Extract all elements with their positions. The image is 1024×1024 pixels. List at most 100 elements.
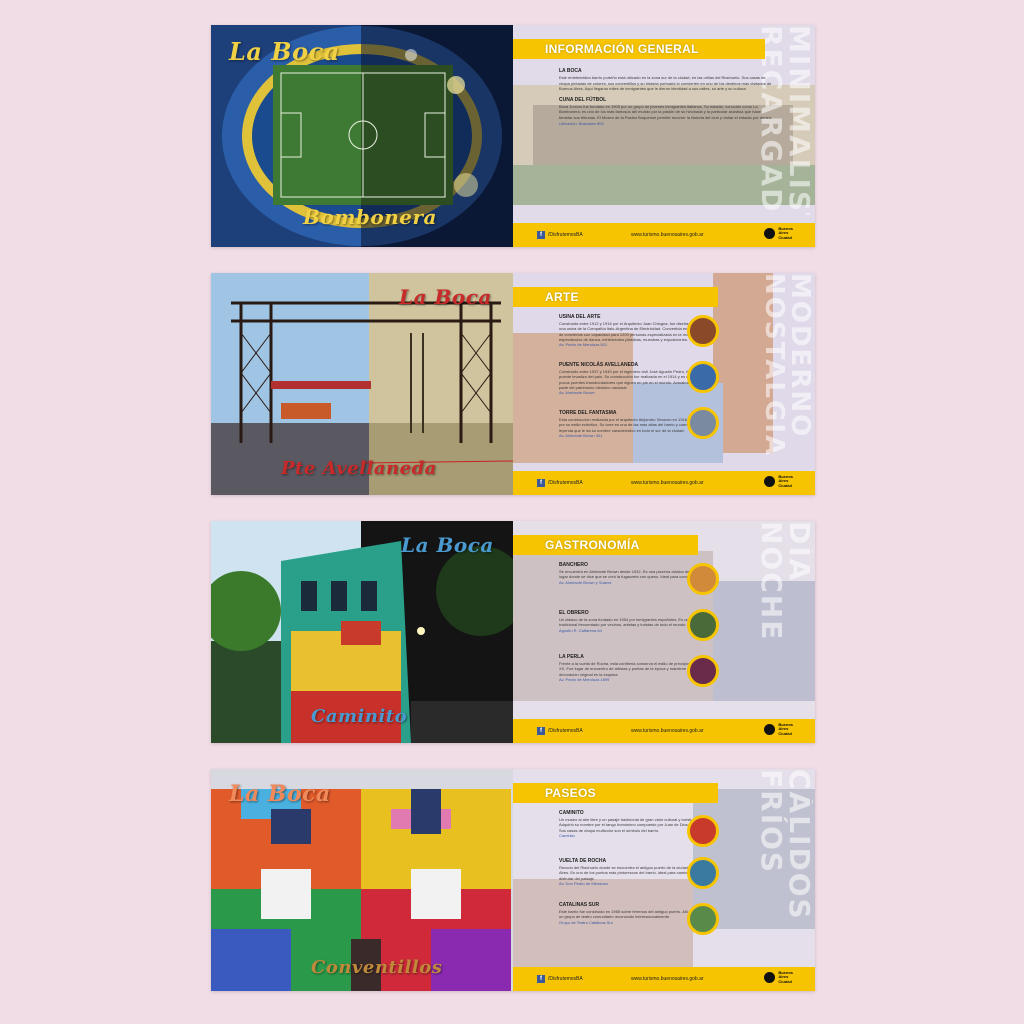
website-link[interactable]: www.turismo.buenosaires.gob.ar [631, 232, 704, 238]
facebook-link[interactable]: f/DisfrutemosBA [537, 727, 583, 735]
entry-heading: CAMINITO [559, 810, 584, 816]
entry-text: Un museo al aire libre y un pasaje tradi… [559, 817, 705, 833]
logo-line: Buenos [778, 474, 793, 479]
buenos-aires-logo: Buenos Aires Ciudad [764, 722, 793, 736]
website-link[interactable]: www.turismo.buenosaires.gob.ar [631, 976, 704, 982]
facebook-icon: f [537, 231, 545, 239]
logo-line: Aires [778, 974, 789, 980]
website-link[interactable]: www.turismo.buenosaires.gob.ar [631, 728, 704, 734]
logo-line: Aires [778, 478, 789, 484]
entry-link[interactable]: Agustín R. Caffarena 64 [559, 627, 602, 633]
entry-link[interactable]: Av. Almirante Brown [559, 390, 595, 396]
ba-logo-icon [764, 724, 776, 736]
entry-heading: EL OBRERO [559, 610, 589, 616]
entry-link[interactable]: Av. Don Pedro de Mendoza [559, 880, 608, 886]
card-gastronomia: La Boca Caminito DÍA NOCHE GASTRONOMÍA B… [211, 521, 815, 743]
logo-line: Buenos [778, 722, 793, 727]
stadium-illustration [211, 25, 513, 247]
buenos-aires-logo: Buenos Aires Ciudad [764, 226, 793, 240]
footer-bar: f/DisfrutemosBA www.turismo.buenosaires.… [513, 223, 815, 247]
stadium-photo: La Boca Bombonera [211, 25, 513, 247]
logo-line: Ciudad [778, 978, 792, 984]
puente-thumbnail [687, 361, 719, 393]
caminito-illustration [211, 521, 513, 743]
ba-logo-icon [764, 476, 776, 488]
entry-link[interactable]: Av. Almirante Brown y Suárez [559, 579, 612, 585]
torre-thumbnail [687, 407, 719, 439]
entry: CATALINAS SUR Este barrio fue construido… [559, 902, 709, 925]
info-panel: MINIMALISTA RECARGADO INFORMACIÓN GENERA… [513, 25, 815, 247]
banchero-thumbnail [687, 563, 719, 595]
section-title: PASEOS [513, 783, 718, 803]
market-background [513, 521, 815, 743]
street-background [513, 273, 815, 495]
entry-text: Este barrio fue construido en 1965 sobre… [559, 909, 704, 920]
buenos-aires-logo: Buenos Aires Ciudad [764, 970, 793, 984]
photo-title-bottom: Caminito [311, 706, 408, 727]
facebook-icon: f [537, 479, 545, 487]
entry-text: Un clásico de la zona fundado en 1954 po… [559, 617, 706, 628]
section-title: INFORMACIÓN GENERAL [513, 39, 765, 59]
caminito-thumbnail [687, 815, 719, 847]
entry-heading: BANCHERO [559, 562, 588, 568]
card-arte: La Boca Pte Avellaneda MODERNO NOSTALGIA… [211, 273, 815, 495]
photo-title-top: La Boca [399, 285, 492, 309]
entry-text: Esta construcción realizada por el arqui… [559, 417, 708, 433]
footer-bar: f/DisfrutemosBA www.turismo.buenosaires.… [513, 471, 815, 495]
conventillo-photo: La Boca Conventillos [211, 769, 513, 991]
watermark-text: MODERNO NOSTALGIA [761, 273, 813, 458]
entry-link[interactable]: Caminito [559, 832, 575, 838]
facebook-icon: f [537, 727, 545, 735]
facebook-icon: f [537, 975, 545, 983]
vuelta-de-rocha-thumbnail [687, 857, 719, 889]
entry: TORRE DEL FANTASMA Esta construcción rea… [559, 410, 709, 438]
facebook-handle: /DisfrutemosBA [548, 976, 583, 982]
logo-line: Ciudad [778, 730, 792, 736]
photo-title-bottom: Bombonera [303, 205, 437, 229]
photo-title-bottom: Pte Avellaneda [281, 458, 437, 479]
logo-line: Buenos [778, 226, 793, 231]
entry: VUELTA DE ROCHA Recodo del Riachuelo don… [559, 858, 709, 886]
entry-link[interactable]: Av. Pedro de Mendoza 1899 [559, 676, 610, 682]
entry-heading: CATALINAS SUR [559, 902, 600, 908]
card-paseos: La Boca Conventillos CÁLIDOS FRÍOS PASEO… [211, 769, 815, 991]
footer-bar: f/DisfrutemosBA www.turismo.buenosaires.… [513, 967, 815, 991]
facebook-link[interactable]: f/DisfrutemosBA [537, 231, 583, 239]
entry: PUENTE NICOLÁS AVELLANEDA Construido ent… [559, 362, 709, 396]
card-informacion-general: La Boca Bombonera MINIMALISTA RECARGADO … [211, 25, 815, 247]
conventillo-illustration [211, 769, 513, 991]
logo-line: Aires [778, 726, 789, 732]
entry-text: Se encuentra en Almirante Brown desde 19… [559, 569, 707, 580]
entry-heading: TORRE DEL FANTASMA [559, 410, 617, 416]
entry-link[interactable]: Av. Pedro de Mendoza 501 [559, 342, 608, 348]
photo-title-top: La Boca [229, 37, 340, 66]
entry-link[interactable]: Grupo de Teatro Catalinas Sur [559, 919, 613, 925]
footer-bar: f/DisfrutemosBA www.turismo.buenosaires.… [513, 719, 815, 743]
entry: LA PERLA Frente a la vuelta de Rocha, es… [559, 654, 709, 682]
facebook-link[interactable]: f/DisfrutemosBA [537, 975, 583, 983]
catalinas-sur-thumbnail [687, 903, 719, 935]
caminito-photo: La Boca Caminito [211, 521, 513, 743]
facebook-link[interactable]: f/DisfrutemosBA [537, 479, 583, 487]
ba-logo-icon [764, 228, 776, 240]
logo-line: Aires [778, 230, 789, 236]
body-text: LA BOCA Este emblemático barrio porteño … [559, 68, 775, 127]
website-link[interactable]: www.turismo.buenosaires.gob.ar [631, 480, 704, 486]
ba-logo-icon [764, 972, 776, 984]
logo-line: Ciudad [778, 482, 792, 488]
info-panel: CÁLIDOS FRÍOS PASEOS CAMINITO Un museo a… [513, 769, 815, 991]
bridge-illustration [211, 273, 513, 495]
usina-thumbnail [687, 315, 719, 347]
entry: EL OBRERO Un clásico de la zona fundado … [559, 610, 709, 633]
facebook-handle: /DisfrutemosBA [548, 728, 583, 734]
block-text: Boca Juniors fue fundado en 1905 por un … [559, 104, 773, 120]
bombonera-facade-background [513, 25, 815, 247]
logo-line: Ciudad [778, 234, 792, 240]
entry-heading: USINA DEL ARTE [559, 314, 601, 320]
entry-link[interactable]: Av. Almirante Brown 301 [559, 432, 603, 438]
entry-heading: PUENTE NICOLÁS AVELLANEDA [559, 362, 639, 368]
section-title: GASTRONOMÍA [513, 535, 698, 555]
entry-text: Frente a la vuelta de Rocha, esta confit… [559, 661, 707, 677]
entry-text: Construido entre 1937 y 1940 por el inge… [559, 369, 709, 390]
location-link[interactable]: Ubicación: Brandsen 805 [559, 121, 604, 127]
